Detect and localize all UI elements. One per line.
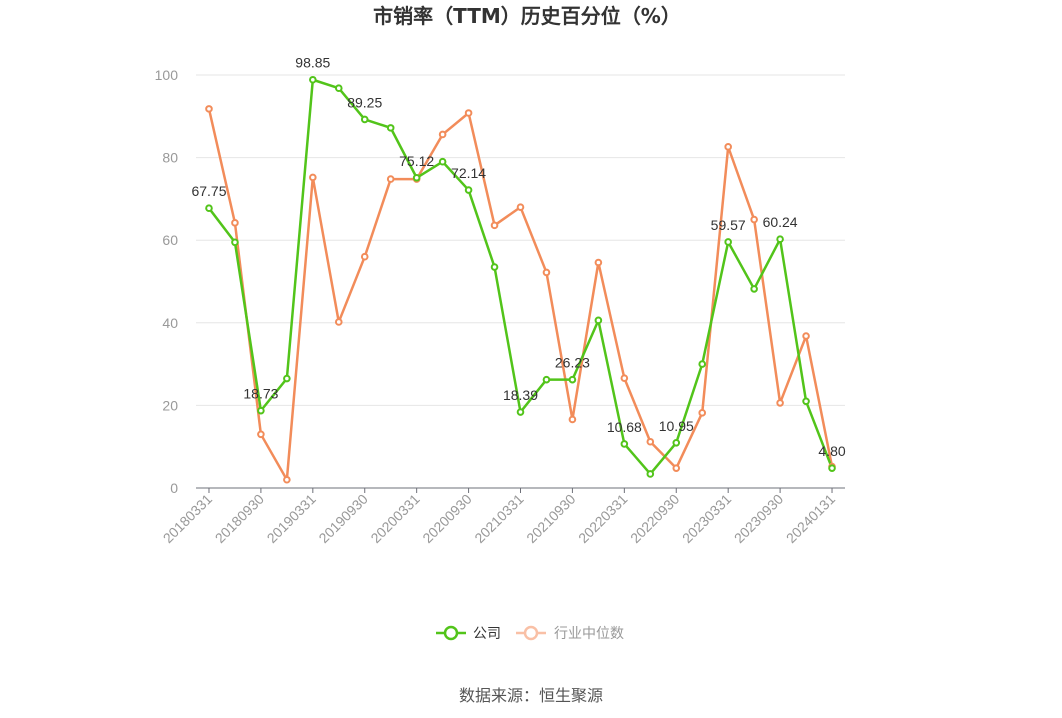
data-point-company[interactable] xyxy=(464,186,473,194)
legend-item-company[interactable]: 公司 xyxy=(436,625,501,642)
y-tick-label: 80 xyxy=(162,150,178,166)
x-axis: 2018033120180930201903312019093020200331… xyxy=(160,487,845,547)
legend-item-industry[interactable]: 行业中位数 xyxy=(516,625,624,642)
x-tick-label: 20240131 xyxy=(783,491,839,547)
data-point-company[interactable] xyxy=(334,84,343,93)
data-point-company[interactable] xyxy=(516,408,525,416)
data-point-company[interactable] xyxy=(750,285,758,293)
data-point-industry[interactable] xyxy=(360,252,369,261)
data-point-industry[interactable] xyxy=(802,332,810,340)
y-tick-label: 0 xyxy=(170,480,178,496)
data-point-company[interactable] xyxy=(283,374,291,383)
data-labels: 67.75 18.73 98.85 89.25 75.12 72.14 18.39 26.23… xyxy=(191,55,845,459)
data-point-industry[interactable] xyxy=(205,105,213,113)
data-label: 26.23 xyxy=(555,355,590,371)
data-point-company[interactable] xyxy=(257,406,265,415)
data-label: 18.73 xyxy=(243,386,278,402)
data-label: 89.25 xyxy=(347,94,382,110)
data-label: 72.14 xyxy=(451,165,486,181)
data-point-industry[interactable] xyxy=(646,437,655,446)
series-lines xyxy=(207,78,834,481)
data-point-industry[interactable] xyxy=(464,109,473,117)
data-label: 18.39 xyxy=(503,387,538,403)
data-point-company[interactable] xyxy=(386,124,395,132)
data-point-industry[interactable] xyxy=(386,175,395,183)
x-tick-label: 20180331 xyxy=(160,491,216,547)
legend-marker-industry xyxy=(523,625,539,641)
data-point-company[interactable] xyxy=(828,464,836,472)
grid xyxy=(196,74,845,406)
data-label: 10.95 xyxy=(659,418,694,434)
data-label: 10.68 xyxy=(607,419,642,435)
data-point-company[interactable] xyxy=(646,470,655,478)
data-point-company[interactable] xyxy=(360,115,369,124)
data-point-industry[interactable] xyxy=(542,268,551,277)
legend-label-company: 公司 xyxy=(473,626,501,642)
data-label: 67.75 xyxy=(191,183,226,199)
x-tick-label: 20220930 xyxy=(627,491,683,547)
y-tick-label: 20 xyxy=(162,397,178,413)
data-label: 98.85 xyxy=(295,55,330,71)
data-point-company[interactable] xyxy=(620,440,629,448)
y-tick-label: 60 xyxy=(162,232,178,248)
x-tick-label: 20190930 xyxy=(315,491,371,547)
data-point-company[interactable] xyxy=(438,157,447,166)
x-tick-label: 20200930 xyxy=(419,491,475,547)
data-point-company[interactable] xyxy=(672,438,681,447)
data-point-industry[interactable] xyxy=(620,374,629,382)
data-point-industry[interactable] xyxy=(594,258,603,267)
data-point-company[interactable] xyxy=(490,263,499,271)
data-point-company[interactable] xyxy=(594,316,603,325)
x-tick-label: 20180930 xyxy=(212,491,268,547)
x-tick-label: 20230930 xyxy=(731,491,787,547)
x-tick-label: 20210930 xyxy=(523,491,579,547)
data-point-industry[interactable] xyxy=(516,203,525,211)
data-label: 4.80 xyxy=(818,443,845,459)
x-tick-label: 20220331 xyxy=(575,491,631,547)
data-point-industry[interactable] xyxy=(257,430,265,439)
data-label: 60.24 xyxy=(763,214,798,230)
data-point-company[interactable] xyxy=(231,238,239,247)
x-tick-label: 20190331 xyxy=(264,491,320,547)
data-point-company[interactable] xyxy=(412,173,421,182)
series-points xyxy=(205,75,836,484)
series-line-industry xyxy=(207,108,834,481)
x-tick-label: 20210331 xyxy=(471,491,527,547)
data-point-industry[interactable] xyxy=(698,409,707,417)
legend-marker-company xyxy=(443,625,459,641)
x-tick-label: 20200331 xyxy=(367,491,423,547)
data-point-industry[interactable] xyxy=(309,173,317,182)
chart-title: 市销率（TTM）历史百分位（%） xyxy=(373,4,681,28)
data-point-company[interactable] xyxy=(568,375,577,384)
data-point-industry[interactable] xyxy=(438,130,447,139)
x-tick-label: 20230331 xyxy=(679,491,735,547)
data-label: 59.57 xyxy=(711,217,746,233)
data-point-company[interactable] xyxy=(802,397,810,406)
source-note: 数据来源：恒生聚源 xyxy=(459,686,603,705)
data-point-company[interactable] xyxy=(698,360,707,368)
data-point-company[interactable] xyxy=(205,204,213,212)
data-point-company[interactable] xyxy=(309,75,317,84)
data-point-industry[interactable] xyxy=(334,318,343,326)
data-point-company[interactable] xyxy=(776,235,784,244)
legend-label-industry: 行业中位数 xyxy=(554,626,624,642)
data-label: 75.12 xyxy=(399,153,434,169)
y-axis: 0 20 40 60 80 100 xyxy=(155,67,179,496)
data-point-company[interactable] xyxy=(724,238,732,246)
data-point-industry[interactable] xyxy=(231,219,239,227)
data-point-industry[interactable] xyxy=(750,215,758,224)
data-point-industry[interactable] xyxy=(568,415,577,424)
data-point-company[interactable] xyxy=(542,375,551,384)
data-point-industry[interactable] xyxy=(283,475,291,484)
data-point-industry[interactable] xyxy=(776,399,784,407)
data-point-industry[interactable] xyxy=(490,221,499,230)
legend: 公司 行业中位数 xyxy=(436,625,624,642)
y-tick-label: 100 xyxy=(155,67,179,83)
data-point-industry[interactable] xyxy=(672,464,681,472)
y-tick-label: 40 xyxy=(162,315,178,331)
data-point-industry[interactable] xyxy=(724,143,732,151)
